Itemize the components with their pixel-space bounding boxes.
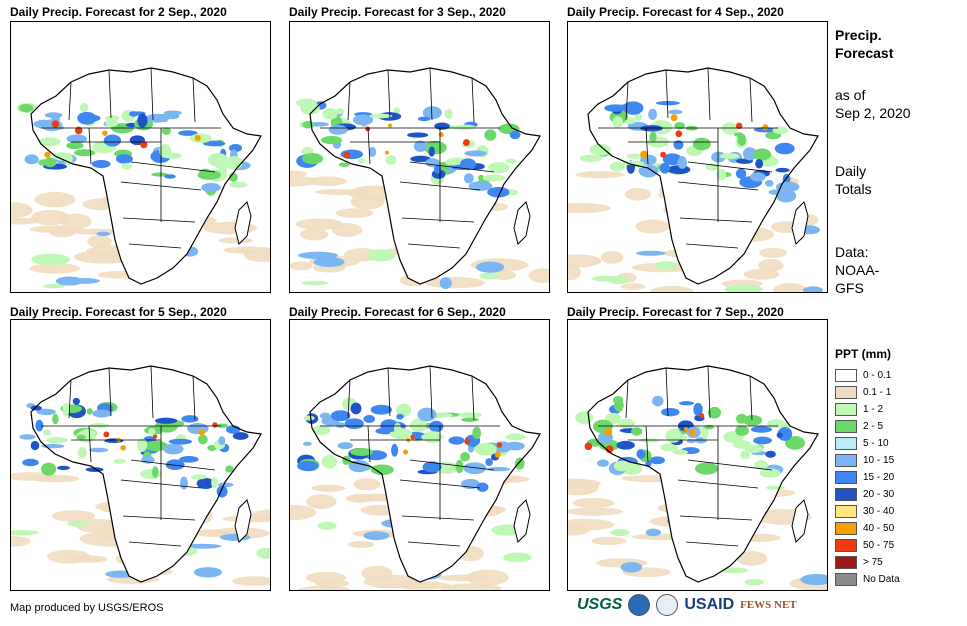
panel-title-3: Daily Precip. Forecast for 4 Sep., 2020	[567, 5, 784, 19]
map-svg	[290, 365, 541, 590]
legend-title: PPT (mm)	[835, 347, 892, 361]
legend-item: 40 - 50	[835, 520, 900, 537]
sidebar-data-source: Data: NOAA- GFS	[835, 244, 880, 296]
legend-label: 15 - 20	[863, 472, 895, 483]
forecast-map-3	[567, 21, 828, 293]
legend-label: 5 - 10	[863, 438, 889, 449]
seal-logo	[656, 594, 679, 616]
legend-swatch	[835, 556, 857, 569]
legend-label: > 75	[863, 557, 883, 568]
panel-title-6: Daily Precip. Forecast for 7 Sep., 2020	[567, 305, 784, 319]
legend-swatch	[835, 369, 857, 382]
legend-swatch	[835, 573, 857, 586]
legend-label: No Data	[863, 574, 900, 585]
legend-item: 10 - 15	[835, 452, 900, 469]
legend-swatch	[835, 539, 857, 552]
legend-item: 20 - 30	[835, 486, 900, 503]
map-svg	[568, 67, 823, 292]
fews-net-logo: FEWS NET	[740, 599, 797, 611]
legend: 0 - 0.1 0.1 - 1 1 - 2 2 - 5 5 - 10 10 - 15 15 …	[835, 367, 900, 588]
legend-label: 0.1 - 1	[863, 387, 892, 398]
map-svg	[290, 67, 549, 290]
legend-label: 1 - 2	[863, 404, 884, 415]
legend-swatch	[835, 437, 857, 450]
panel-title-1: Daily Precip. Forecast for 2 Sep., 2020	[10, 5, 227, 19]
legend-label: 30 - 40	[863, 506, 895, 517]
legend-label: 20 - 30	[863, 489, 895, 500]
legend-item: 30 - 40	[835, 503, 900, 520]
legend-swatch	[835, 522, 857, 535]
legend-label: 2 - 5	[863, 421, 884, 432]
legend-label: 10 - 15	[863, 455, 895, 466]
sidebar-totals: Daily Totals	[835, 163, 872, 197]
legend-item: 50 - 75	[835, 537, 900, 554]
forecast-map-2	[289, 21, 550, 293]
map-svg	[11, 67, 270, 289]
panel-title-5: Daily Precip. Forecast for 6 Sep., 2020	[289, 305, 506, 319]
legend-item: 0 - 0.1	[835, 367, 900, 384]
legend-item: 5 - 10	[835, 435, 900, 452]
map-svg	[11, 365, 270, 586]
logo-strip: USGS USAID FEWS NET	[577, 594, 797, 616]
panel-title-4: Daily Precip. Forecast for 5 Sep., 2020	[10, 305, 227, 319]
legend-item: 2 - 5	[835, 418, 900, 435]
usgs-logo: USGS	[577, 596, 623, 613]
legend-swatch	[835, 488, 857, 501]
legend-item: 15 - 20	[835, 469, 900, 486]
legend-item: > 75	[835, 554, 900, 571]
forecast-map-1	[10, 21, 271, 293]
legend-item: No Data	[835, 571, 900, 588]
legend-swatch	[835, 420, 857, 433]
legend-swatch	[835, 471, 857, 484]
panel-title-2: Daily Precip. Forecast for 3 Sep., 2020	[289, 5, 506, 19]
forecast-map-4	[10, 319, 271, 591]
noaa-logo	[628, 594, 651, 616]
legend-swatch	[835, 403, 857, 416]
legend-label: 40 - 50	[863, 523, 895, 534]
usaid-logo: USAID	[684, 596, 735, 613]
legend-item: 1 - 2	[835, 401, 900, 418]
legend-swatch	[835, 386, 857, 399]
legend-swatch	[835, 505, 857, 518]
forecast-map-5	[289, 319, 550, 591]
sidebar-heading: Precip. Forecast	[835, 27, 894, 61]
legend-label: 0 - 0.1	[863, 370, 892, 381]
footer-credit: Map produced by USGS/EROS	[10, 602, 164, 614]
legend-item: 0.1 - 1	[835, 384, 900, 401]
forecast-map-6	[567, 319, 828, 591]
sidebar-as-of: as of Sep 2, 2020	[835, 87, 911, 121]
legend-swatch	[835, 454, 857, 467]
map-svg	[568, 365, 827, 590]
legend-label: 50 - 75	[863, 540, 895, 551]
